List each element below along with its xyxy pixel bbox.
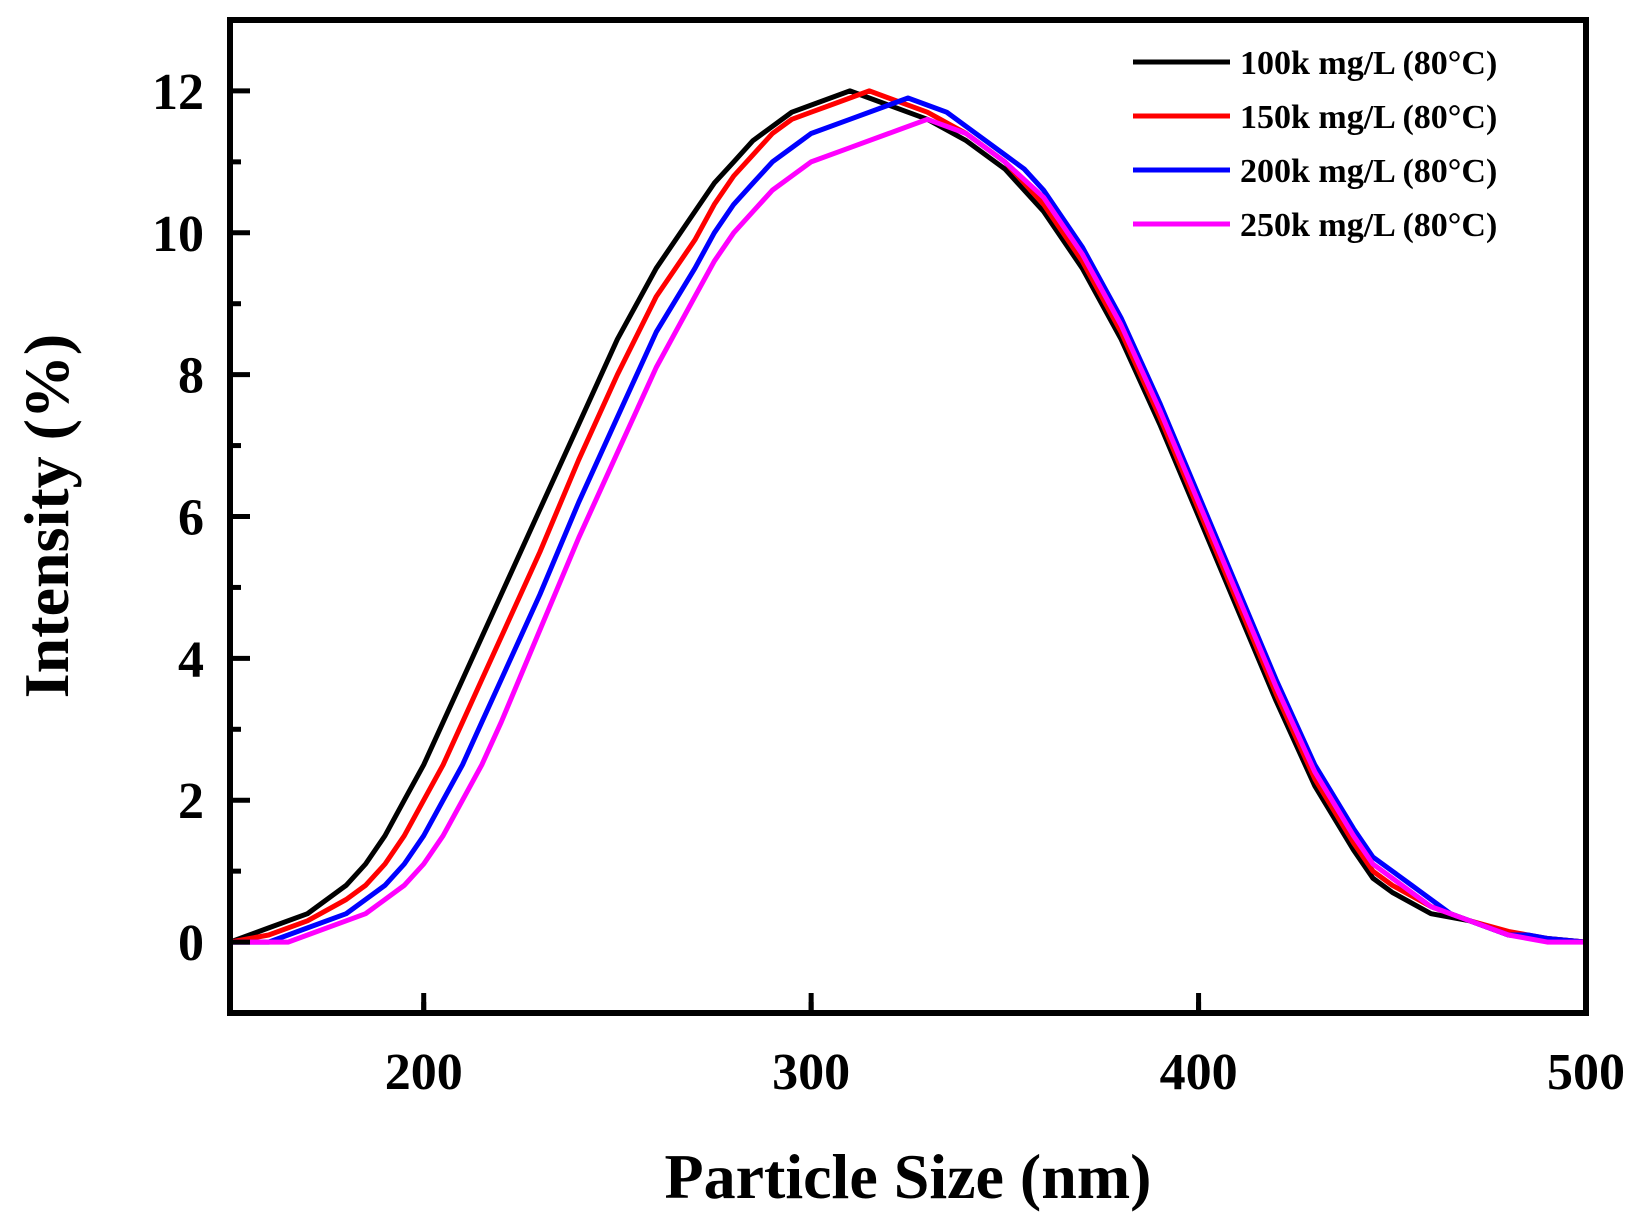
- x-tick-label: 300: [772, 1044, 850, 1101]
- y-axis-title: Intensity (%): [11, 334, 82, 698]
- x-tick-label: 500: [1547, 1044, 1625, 1101]
- x-tick-label: 200: [385, 1044, 463, 1101]
- y-tick-label: 0: [178, 915, 204, 972]
- legend-label-250k: 250k mg/L (80°C): [1240, 207, 1497, 244]
- y-tick-label: 4: [178, 631, 204, 688]
- y-tick-label: 10: [152, 206, 204, 263]
- x-tick-label: 400: [1160, 1044, 1238, 1101]
- y-tick-label: 12: [152, 64, 204, 121]
- y-tick-label: 6: [178, 490, 204, 547]
- legend: 100k mg/L (80°C) 150k mg/L (80°C) 200k m…: [1133, 45, 1497, 244]
- ticks-layer: [230, 88, 1589, 1013]
- series-line-1: [227, 88, 1589, 945]
- series-line-2: [227, 88, 1589, 945]
- legend-label-150k: 150k mg/L (80°C): [1240, 99, 1497, 136]
- legend-label-100k: 100k mg/L (80°C): [1240, 45, 1497, 82]
- x-axis-title: Particle Size (nm): [665, 1141, 1152, 1212]
- series-line-3: [227, 95, 1589, 945]
- y-tick-label: 8: [178, 348, 204, 405]
- y-tick-label: 2: [178, 773, 204, 830]
- series-layer: [227, 88, 1589, 945]
- legend-label-200k: 200k mg/L (80°C): [1240, 153, 1497, 190]
- series-line-4: [227, 116, 1589, 945]
- tick-labels-layer: 200 300 400 500 0 2 4 6 8 10 12: [152, 64, 1625, 1101]
